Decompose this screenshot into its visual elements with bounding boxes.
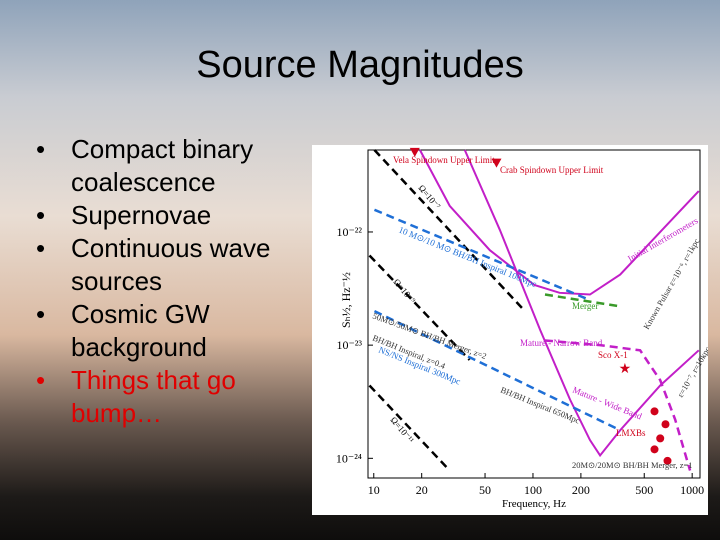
bullet-list: Compact binary coalescenceSupernovaeCont… [36,133,304,430]
x-tick-label: 20 [416,483,428,497]
slide-title: Source Magnitudes [196,44,524,86]
series-label: Crab Spindown Upper Limit [500,165,604,175]
x-tick-label: 200 [572,483,590,497]
series-line [368,384,451,472]
series-label: Merger [572,301,598,311]
marker [650,407,659,416]
y-axis-label: Sₕ½, Hz⁻½ [339,272,353,328]
x-tick-label: 10 [368,483,380,497]
x-tick-label: 100 [524,483,542,497]
figure: Frequency, Hz Sₕ½, Hz⁻½ 10 20 50 100 200 500 1… [312,145,708,515]
series-label: Sco X-1 [598,350,628,360]
series-label: LMXBs [616,428,646,438]
series-label: Mature - Narrow Band [520,338,603,348]
marker [491,158,502,168]
marker [409,147,420,157]
bullet: Cosmic GW background [36,298,304,364]
series-line [419,149,700,296]
marker [661,420,670,429]
annotation: 20M⊙/20M⊙ BH/BH Merger, z=1 [572,460,693,470]
bullet: Supernovae [36,199,304,232]
series-label: Vela Spindown Upper Limit [393,155,495,165]
figure-background [312,145,708,515]
bullet: Things that go bump… [36,364,304,430]
x-axis-label: Frequency, Hz [502,498,566,510]
x-tick-label: 50 [479,483,491,497]
y-tick-label: 10⁻²⁴ [336,451,362,465]
y-tick-label: 10⁻²² [336,225,362,239]
series-line [463,149,700,458]
bullet: Continuous wave sources [36,232,304,298]
series-line [373,149,526,312]
y-tick-label: 10⁻²³ [336,338,362,352]
series-line [544,339,692,471]
series-line [368,254,471,361]
x-tick-label: 1000 [680,483,704,497]
marker [663,456,672,465]
marker: ★ [619,362,632,377]
marker [650,445,659,454]
bullet: Compact binary coalescence [36,133,304,199]
x-tick-label: 500 [635,483,653,497]
plot-frame [367,149,701,479]
marker [656,434,665,443]
series-line [373,309,621,432]
